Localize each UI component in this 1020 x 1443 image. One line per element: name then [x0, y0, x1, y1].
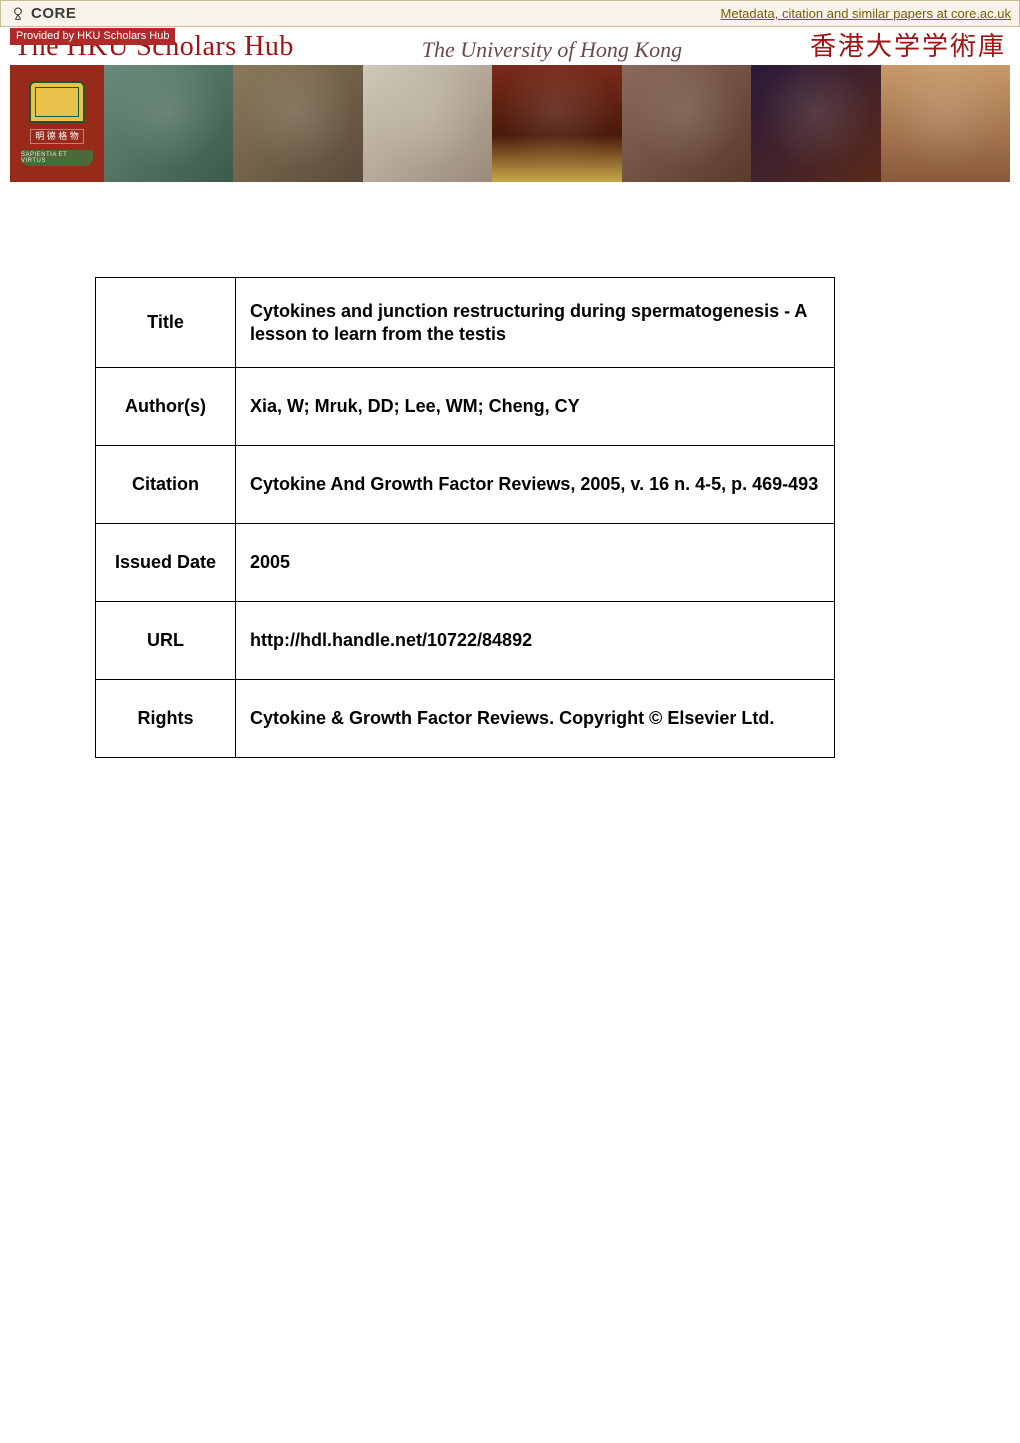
university-name: The University of Hong Kong [422, 37, 682, 63]
row-label: Issued Date [96, 524, 236, 602]
table-row: Citation Cytokine And Growth Factor Revi… [96, 446, 835, 524]
row-label: Author(s) [96, 368, 236, 446]
hku-crest: 明 德 格 物 SAPIENTIA ET VIRTUS [10, 65, 104, 182]
table-row: Issued Date 2005 [96, 524, 835, 602]
provided-by-badge: Provided by HKU Scholars Hub [10, 28, 175, 45]
table-row: Author(s) Xia, W; Mruk, DD; Lee, WM; Che… [96, 368, 835, 446]
crest-cjk-text: 明 德 格 物 [30, 129, 84, 145]
banner-photo-3 [363, 65, 492, 182]
banner-photo-7 [881, 65, 1010, 182]
row-value: Xia, W; Mruk, DD; Lee, WM; Cheng, CY [236, 368, 835, 446]
row-value: Cytokine And Growth Factor Reviews, 2005… [236, 446, 835, 524]
crest-motto: SAPIENTIA ET VIRTUS [21, 150, 93, 166]
row-value: Cytokines and junction restructuring dur… [236, 278, 835, 368]
table-row: Title Cytokines and junction restructuri… [96, 278, 835, 368]
banner-photo-strip: 明 德 格 物 SAPIENTIA ET VIRTUS [10, 65, 1010, 182]
row-label: Rights [96, 680, 236, 758]
banner-photo-1 [104, 65, 233, 182]
core-top-bar: CORE Metadata, citation and similar pape… [0, 0, 1020, 27]
metadata-tbody: Title Cytokines and junction restructuri… [96, 278, 835, 758]
row-label: URL [96, 602, 236, 680]
hku-banner: The HKU Scholars Hub The University of H… [10, 27, 1010, 182]
table-row: Rights Cytokine & Growth Factor Reviews.… [96, 680, 835, 758]
core-logo-icon [9, 5, 27, 23]
row-value: Cytokine & Growth Factor Reviews. Copyri… [236, 680, 835, 758]
banner-photo-6 [751, 65, 880, 182]
table-row: URL http://hdl.handle.net/10722/84892 [96, 602, 835, 680]
core-brand-text: CORE [31, 5, 76, 22]
row-label: Citation [96, 446, 236, 524]
core-metadata-link[interactable]: Metadata, citation and similar papers at… [721, 6, 1011, 21]
metadata-table: Title Cytokines and junction restructuri… [95, 277, 835, 758]
banner-photo-4 [492, 65, 621, 182]
row-label: Title [96, 278, 236, 368]
cjk-title: 香港大学学術庫 [810, 26, 1006, 63]
banner-photo-2 [233, 65, 362, 182]
banner-photo-5 [622, 65, 751, 182]
row-value: http://hdl.handle.net/10722/84892 [236, 602, 835, 680]
crest-shield-icon [29, 81, 85, 123]
row-value: 2005 [236, 524, 835, 602]
core-brand: CORE [9, 5, 76, 23]
